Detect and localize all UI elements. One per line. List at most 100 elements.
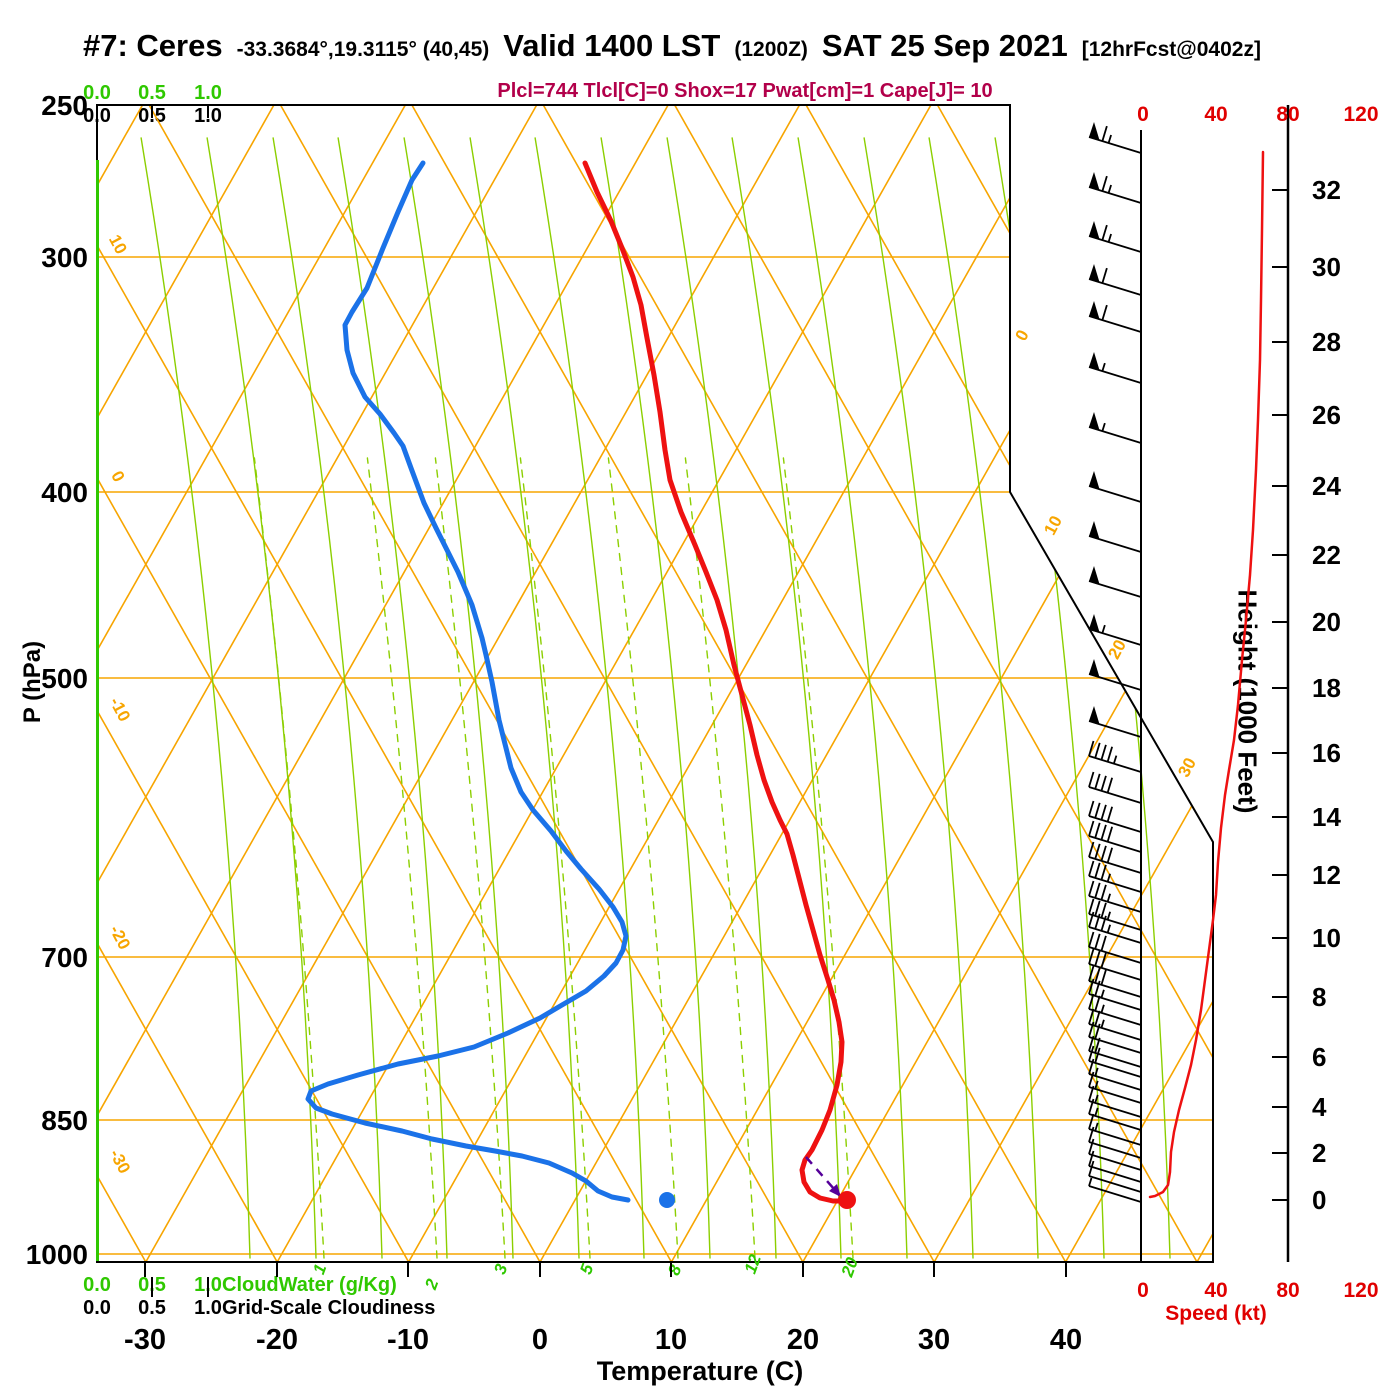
temperature-tick-label: 20 <box>787 1324 819 1356</box>
height-tick-label: 20 <box>1312 607 1341 637</box>
cloudiness-scale-1: 1.0 <box>194 1297 222 1319</box>
dry-adiabat-label: -20 <box>106 922 134 953</box>
mixing-ratio-line-1 <box>253 457 325 1259</box>
wind-barb <box>1088 1085 1142 1118</box>
wind-barb <box>1088 800 1142 833</box>
isotherm--60 <box>97 105 407 1262</box>
dry-adiabat-110 <box>1332 105 1400 1262</box>
speed-tick-label-bottom: 80 <box>1276 1279 1299 1302</box>
cloudwater-legend: CloudWater (g/Kg) <box>222 1274 397 1296</box>
wind-barb <box>1088 1126 1142 1159</box>
wind-barb <box>1088 566 1142 598</box>
pressure-tick-label: 1000 <box>26 1239 88 1270</box>
wind-barb <box>1088 412 1142 444</box>
wind-barb <box>1088 965 1142 998</box>
moist-adiabat <box>403 137 514 1259</box>
wind-barb <box>1088 172 1142 204</box>
height-tick-label: 24 <box>1312 471 1341 501</box>
height-tick-label: 8 <box>1312 982 1326 1012</box>
wind-barb <box>1088 301 1142 333</box>
isotherm-label: 10 <box>1040 513 1066 539</box>
height-tick-label: 16 <box>1312 738 1341 768</box>
isotherm--30 <box>145 105 801 1262</box>
dewpoint-curve <box>305 160 631 1203</box>
pressure-tick-label: 500 <box>41 663 88 694</box>
isotherm-label: 0 <box>1012 327 1033 344</box>
wind-barb <box>1088 264 1142 296</box>
isotherm-label: 30 <box>1174 755 1200 781</box>
isotherm-20 <box>802 105 1213 1262</box>
height-tick-label: 0 <box>1312 1185 1326 1215</box>
height-tick-label: 14 <box>1312 802 1341 832</box>
temperature-tick-label: 0 <box>532 1324 548 1356</box>
wind-barb <box>1088 841 1142 874</box>
wind-barb <box>1088 740 1142 773</box>
cloudiness-legend: Grid-Scale Cloudiness <box>222 1297 436 1319</box>
wind-barb <box>1088 931 1142 964</box>
wind-barbs <box>1088 122 1142 1203</box>
pressure-tick-label: 700 <box>41 942 88 973</box>
moist-adiabat <box>140 137 251 1259</box>
speed-tick-label-top: 120 <box>1343 103 1378 126</box>
plot-border <box>96 104 1214 1263</box>
temperature-axis-label: Temperature (C) <box>596 1356 804 1386</box>
windspeed-curve <box>1148 150 1265 1199</box>
moist-adiabat <box>928 137 1039 1259</box>
wind-barb <box>1088 898 1142 931</box>
chart-title: #7: Ceres -33.3684°,19.3115° (40,45) Val… <box>83 28 1261 64</box>
parcel-arrowhead <box>829 1184 841 1197</box>
moist-adiabat <box>797 137 908 1259</box>
wind-barb <box>1088 1098 1142 1131</box>
valid-time: Valid 1400 LST <box>503 28 721 63</box>
height-tick-label: 32 <box>1312 175 1341 205</box>
moist-adiabat <box>337 137 448 1259</box>
dry-adiabat-label: 10 <box>105 232 131 258</box>
height-tick-label: 28 <box>1312 327 1341 357</box>
moist-adiabat <box>534 137 645 1259</box>
moist-adiabat <box>469 137 580 1259</box>
moist-adiabat <box>863 137 974 1259</box>
stability-indices: Plcl=744 Tlcl[C]=0 Shox=17 Pwat[cm]=1 Ca… <box>497 80 993 102</box>
wind-barb <box>1088 221 1142 253</box>
wind-barb <box>1088 820 1142 853</box>
height-tick-label: 2 <box>1312 1138 1326 1168</box>
height-tick-label: 6 <box>1312 1042 1326 1072</box>
isotherm--50 <box>97 105 538 1262</box>
height-tick-label: 4 <box>1312 1092 1327 1122</box>
cloudwater-scale-05: 0.5 <box>138 82 166 104</box>
temperature-tick-label: -30 <box>124 1324 166 1356</box>
height-tick-label: 22 <box>1312 540 1341 570</box>
wind-barb <box>1088 1021 1142 1054</box>
wind-barb <box>1088 993 1142 1026</box>
cloudwater-scale-0: 0.0 <box>83 1274 111 1296</box>
wind-barb <box>1088 1071 1142 1104</box>
speed-tick-label-top: 80 <box>1276 103 1299 126</box>
wind-barb <box>1088 521 1142 553</box>
dry-adiabat-label: -10 <box>106 694 134 725</box>
moist-adiabat <box>666 137 777 1259</box>
mixing-ratio-label: 2 <box>421 1276 443 1293</box>
mixing-ratio-label: 12 <box>741 1251 766 1276</box>
wind-barb <box>1088 1113 1142 1146</box>
surface-dewpoint-dot <box>659 1192 675 1208</box>
height-tick-label: 26 <box>1312 400 1341 430</box>
speed-tick-label-top: 40 <box>1204 103 1227 126</box>
cloudiness-scale-0: 0.0 <box>83 1297 111 1319</box>
wind-barb <box>1088 911 1142 944</box>
wind-barb <box>1088 1008 1142 1041</box>
wind-barb <box>1088 122 1142 154</box>
temperature-tick-label: -20 <box>256 1324 298 1356</box>
height-tick-label: 18 <box>1312 673 1341 703</box>
parcel-arrow <box>805 1156 842 1198</box>
cloudwater-scale-1: 1.0 <box>194 82 222 104</box>
surface-temperature-dot <box>838 1191 856 1209</box>
dry-adiabat--10 <box>97 105 410 1262</box>
pressure-tick-label: 250 <box>41 90 88 121</box>
speed-tick-label-bottom: 40 <box>1204 1279 1227 1302</box>
cloudwater-scale-0: 0.0 <box>83 82 111 104</box>
dry-adiabat--20 <box>97 105 278 1262</box>
mixing-ratio-line-3 <box>434 457 506 1259</box>
speed-tick-label-top: 0 <box>1137 103 1149 126</box>
temperature-tick-label: -10 <box>387 1324 429 1356</box>
